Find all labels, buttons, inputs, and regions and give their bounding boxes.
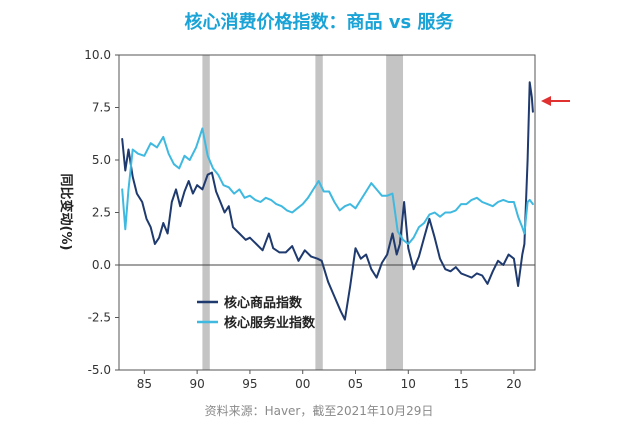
x-tick-label: 15	[453, 377, 468, 391]
y-tick-label: 7.5	[92, 101, 111, 115]
y-tick-label: 0.0	[92, 258, 111, 272]
x-tick-label: 85	[137, 377, 152, 391]
series-line-goods	[121, 81, 534, 321]
legend: 核心商品指数 核心服务业指数	[197, 295, 316, 331]
series-line-services	[121, 127, 534, 245]
x-tick-label: 05	[348, 377, 363, 391]
y-axis-title: 同比变动(%)	[58, 174, 74, 251]
chart-title: 核心消费价格指数：商品 vs 服务	[184, 12, 454, 33]
recession-band-1	[315, 55, 323, 370]
y-tick-label: -5.0	[88, 363, 111, 377]
y-axis-label: 同比变动(%)	[58, 174, 74, 251]
series-lines	[121, 81, 534, 321]
x-tick-label: 10	[401, 377, 416, 391]
y-tick-label: 5.0	[92, 153, 111, 167]
legend-label-goods: 核心商品指数	[224, 295, 303, 311]
x-tick-label: 20	[506, 377, 521, 391]
x-tick-label: 00	[295, 377, 310, 391]
legend-label-services: 核心服务业指数	[224, 315, 316, 331]
y-tick-label: 10.0	[84, 48, 111, 62]
recession-band-0	[202, 55, 210, 370]
x-tick-label: 95	[242, 377, 257, 391]
y-axis: 10.0 7.5 5.0 2.5 0.0 -2.5 -5.0	[84, 48, 119, 377]
x-axis: 85 90 95 00 05 10 15 20	[137, 370, 522, 391]
y-tick-label: -2.5	[88, 311, 111, 325]
x-tick-label: 90	[189, 377, 204, 391]
source-note: 资料来源：Haver，截至2021年10月29日	[204, 404, 434, 418]
plot-frame	[118, 54, 536, 371]
red-arrow-annotation	[541, 96, 570, 106]
y-tick-label: 2.5	[92, 206, 111, 220]
